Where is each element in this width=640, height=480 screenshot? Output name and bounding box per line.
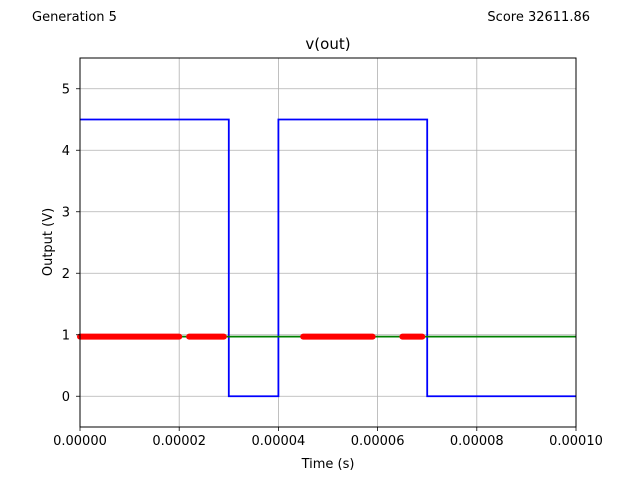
y-tick-label: 3 (62, 205, 70, 220)
generation-label: Generation 5 (32, 10, 117, 25)
grid-lines (79, 58, 577, 427)
axis-ticks: 0.00000 0.00002 0.00004 0.00006 0.00008 0.000… (53, 82, 603, 449)
x-axis-label: Time (s) (301, 457, 355, 472)
chart-title: v(out) (305, 35, 350, 53)
y-tick-label: 2 (62, 267, 70, 282)
x-tick-label: 0.00010 (549, 434, 603, 449)
x-tick-label: 0.00006 (351, 434, 405, 449)
series-layer (77, 118, 576, 398)
plot-frame (79, 57, 577, 428)
y-axis-label: Output (V) (41, 208, 56, 276)
blue-output-line (80, 118, 576, 398)
y-tick-label: 0 (62, 390, 70, 405)
x-tick-label: 0.00004 (252, 434, 306, 449)
y-tick-label: 4 (62, 144, 70, 159)
y-tick-label: 1 (62, 328, 70, 343)
x-tick-label: 0.00008 (450, 434, 504, 449)
x-tick-label: 0.00000 (53, 434, 107, 449)
score-label: Score 32611.86 (487, 10, 590, 25)
y-tick-label: 5 (62, 82, 70, 97)
x-tick-label: 0.00002 (152, 434, 206, 449)
